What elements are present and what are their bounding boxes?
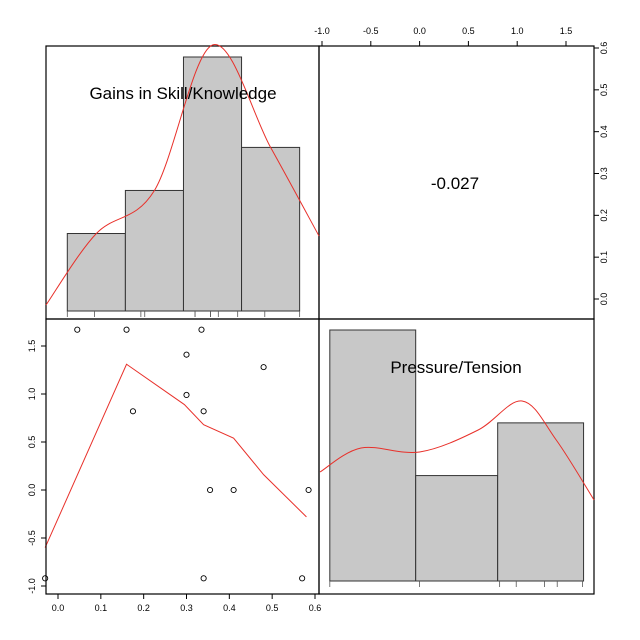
y-tick-label: -1.0 [27,578,37,594]
x-tick-label: 0.2 [137,603,150,613]
histogram-bar [241,146,301,312]
scatter-point [305,486,312,494]
x-tick-label: 0.0 [413,26,426,36]
scatter-point [123,326,130,333]
x-tick-label: 0.5 [462,26,475,36]
scatter-point [183,391,190,399]
histogram-title-gains: Gains in Skill/Knowledge [89,84,276,103]
y-tick-label: 0.6 [599,42,609,55]
histogram-bar [66,233,126,312]
panel-bottom-right [318,318,595,595]
x-tick-label: 0.4 [223,603,236,613]
density-curve [319,400,595,501]
scatter-point [207,486,214,494]
scatter-point [183,351,190,358]
x-tick-label: 0.6 [309,603,322,613]
scatter-point [74,326,81,333]
x-tick-label: 0.1 [95,603,108,613]
y-tick-label: 1.5 [27,340,37,353]
x-tick-label: -1.0 [314,26,330,36]
x-tick-label: -0.5 [363,26,379,36]
correlation-value: -0.027 [431,174,479,193]
y-tick-label: 0.0 [27,484,37,497]
scatter-point [260,364,267,371]
panel-bottom-left [45,318,320,595]
x-tick-label: 1.5 [560,26,573,36]
y-tick-label: 0.5 [27,436,37,449]
y-tick-label: 0.4 [599,125,609,138]
y-tick-label: 1.0 [27,388,37,401]
x-tick-label: 0.0 [52,603,65,613]
y-tick-label: -0.5 [27,530,37,546]
histogram-title-pressure: Pressure/Tension [390,358,521,377]
scatter-point [42,575,49,582]
scatter-point [230,486,237,494]
histogram-bar [124,189,184,312]
scatter-point [200,408,207,415]
y-tick-label: 0.0 [599,293,609,306]
scatter-point [198,326,205,333]
scatter-point [129,408,137,415]
scatter-point [299,575,306,582]
y-tick-label: 0.2 [599,209,609,222]
x-tick-label: 0.5 [266,603,279,613]
y-tick-label: 0.5 [599,84,609,97]
x-tick-label: 0.3 [180,603,193,613]
y-tick-label: 0.3 [599,167,609,180]
histogram-bar [415,475,499,582]
scatter-point [200,575,207,582]
density-curve [45,44,320,306]
x-tick-label: 1.0 [511,26,524,36]
y-tick-label: 0.1 [599,251,609,264]
smooth-line [44,363,307,548]
histogram-bar [182,56,243,312]
histogram-bar [497,422,585,582]
